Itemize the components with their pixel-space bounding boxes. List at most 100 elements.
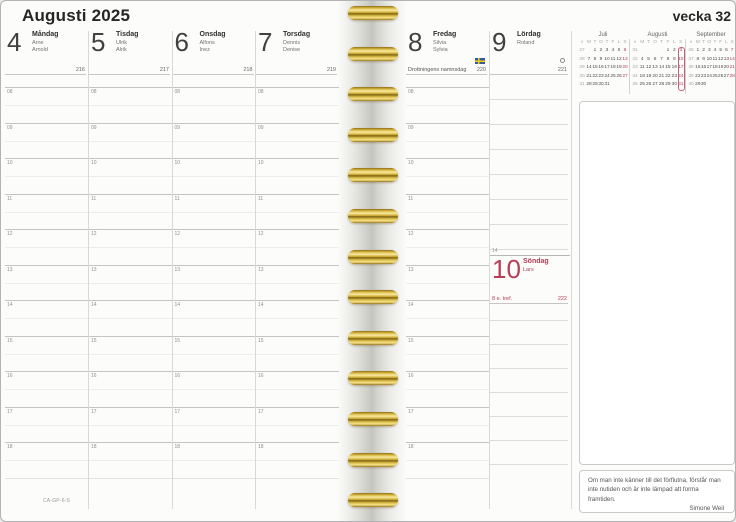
quote-attribution: Simone Weil	[689, 504, 724, 512]
weekday-letter: F	[719, 40, 723, 45]
week-number: 39	[688, 73, 694, 79]
spiral-loop	[348, 87, 398, 102]
hour-row: 09	[89, 122, 172, 159]
saturday-hour-label: 14	[492, 248, 498, 254]
mini-calendar-juli: Juli v M T O T F L S 27 1 2 3 4 5 6 28 7 8 9 10 11 12 13 29 14 15 1…	[578, 31, 628, 89]
hour-row: 15	[256, 335, 339, 372]
week-number: 33	[632, 65, 638, 71]
day-of-year-number: 217	[159, 67, 169, 73]
sunday-big-number: 10	[492, 254, 521, 284]
mini-day-number: 1	[696, 48, 700, 54]
weekday-letter: M	[640, 40, 645, 45]
mini-day-number: 22	[592, 73, 598, 79]
hour-label: 17	[174, 408, 181, 415]
week-number: 31	[579, 82, 585, 88]
ruled-line	[490, 416, 568, 440]
hour-row: 15	[5, 335, 88, 372]
column-divider	[571, 31, 572, 509]
hour-label: 12	[258, 231, 264, 237]
day-column-måndag: 4 Måndag Arne Arnold 216 08 09 10 11 12 13 14 15 16 17…	[5, 29, 88, 511]
day-of-year-number: 222	[557, 296, 567, 302]
mini-calendar-september: September v M T O T F L S 36 1 2 3 4 5 6 7 37 8 9 10 11 12 13 14…	[687, 31, 735, 89]
mini-day-number: 30	[700, 82, 707, 88]
nameday-label: Roland	[517, 40, 535, 46]
mini-day-number: 10	[706, 56, 712, 62]
weekday-letter: T	[605, 40, 609, 45]
column-divider	[88, 31, 89, 509]
day-of-year-number: 219	[326, 67, 336, 73]
mini-day-number: 5	[617, 48, 621, 54]
weekday-letter: O	[707, 40, 712, 45]
day-big-number: 7	[258, 27, 273, 57]
weekday-letter: T	[660, 40, 663, 45]
day-meta-row: 218	[172, 67, 254, 75]
weekday-letter: O	[653, 40, 657, 45]
hour-row: 09	[256, 122, 339, 159]
hour-row: 10	[5, 158, 88, 194]
day-name-label: Torsdag	[283, 31, 311, 38]
hour-label: 12	[91, 231, 97, 237]
day-column-torsdag: 7 Torsdag Dennis Denise 219 08 09 10 11 12 13 14 15 1…	[256, 29, 339, 511]
mini-day-number: 4	[611, 48, 615, 54]
hour-label: 10	[91, 160, 97, 166]
hour-label: 08	[174, 89, 181, 95]
sunday-name-label: Söndag	[523, 258, 549, 265]
hour-row: 18	[5, 442, 88, 478]
hour-row: 10	[256, 158, 339, 194]
hour-row: 09	[406, 122, 489, 159]
nameday-label: Silvia	[433, 40, 447, 46]
mini-day-number: 14	[658, 65, 665, 71]
ruled-line	[490, 344, 568, 368]
hour-row: 12	[406, 229, 489, 265]
week-column-header: v	[689, 40, 693, 45]
week-number: 35	[632, 82, 638, 88]
day-name-label: Tisdag	[116, 31, 139, 38]
hour-row: 17	[172, 406, 256, 443]
sunday-ruled-lines	[490, 320, 568, 488]
hour-label: 18	[91, 444, 97, 450]
mini-day-number: 11	[610, 56, 616, 62]
mini-day-number: 11	[639, 65, 645, 71]
hour-row: 17	[256, 406, 339, 443]
hour-label: 11	[174, 195, 180, 202]
mini-calendar-title: Augusti	[647, 32, 668, 38]
hour-label: 15	[258, 337, 264, 344]
spiral-loop	[348, 452, 398, 467]
hour-row: 11	[256, 193, 339, 230]
hour-row: 11	[5, 193, 88, 230]
hour-label: 13	[258, 266, 264, 273]
hour-row: 10	[89, 158, 172, 194]
weekday-letter: S	[679, 40, 683, 45]
hour-label: 16	[174, 373, 181, 379]
hour-row: 13	[89, 264, 172, 301]
mini-day-number: 27	[622, 73, 628, 79]
weekday-letter: S	[730, 40, 734, 45]
mini-day-number: 7	[660, 56, 663, 62]
hour-row: 08	[172, 87, 256, 123]
hour-grid: 08 09 10 11 12 13 14 15 16 17 18	[256, 87, 339, 479]
nameday-label: Arne	[32, 40, 44, 46]
ruled-line	[490, 440, 568, 464]
ruled-line	[490, 320, 568, 344]
hour-label: 13	[174, 266, 181, 273]
mini-day-number: 20	[652, 73, 658, 79]
ruled-line	[490, 249, 568, 274]
hour-label: 17	[408, 408, 414, 415]
hour-row: 14	[89, 300, 172, 336]
week-number: 36	[688, 48, 694, 54]
hour-label: 08	[408, 89, 414, 95]
weekday-letter: S	[623, 40, 627, 45]
mini-day-number: 17	[604, 65, 610, 71]
hour-row: 08	[256, 87, 339, 123]
hour-row: 12	[172, 229, 256, 265]
mini-day-number: 6	[623, 48, 627, 54]
weekday-letter: T	[647, 40, 651, 45]
week-number: 32	[632, 56, 638, 62]
hour-row: 14	[5, 300, 88, 336]
spiral-loop	[348, 290, 398, 305]
day-column-tisdag: 5 Tisdag Ulrik Alrik 217 08 09 10 11 12 13 14 15 16 17…	[89, 29, 172, 511]
mini-day-number: 21	[729, 65, 735, 71]
ruled-line	[490, 199, 568, 224]
notes-box	[579, 101, 735, 465]
